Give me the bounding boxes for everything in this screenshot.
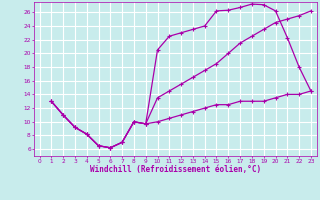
X-axis label: Windchill (Refroidissement éolien,°C): Windchill (Refroidissement éolien,°C) [90, 165, 261, 174]
